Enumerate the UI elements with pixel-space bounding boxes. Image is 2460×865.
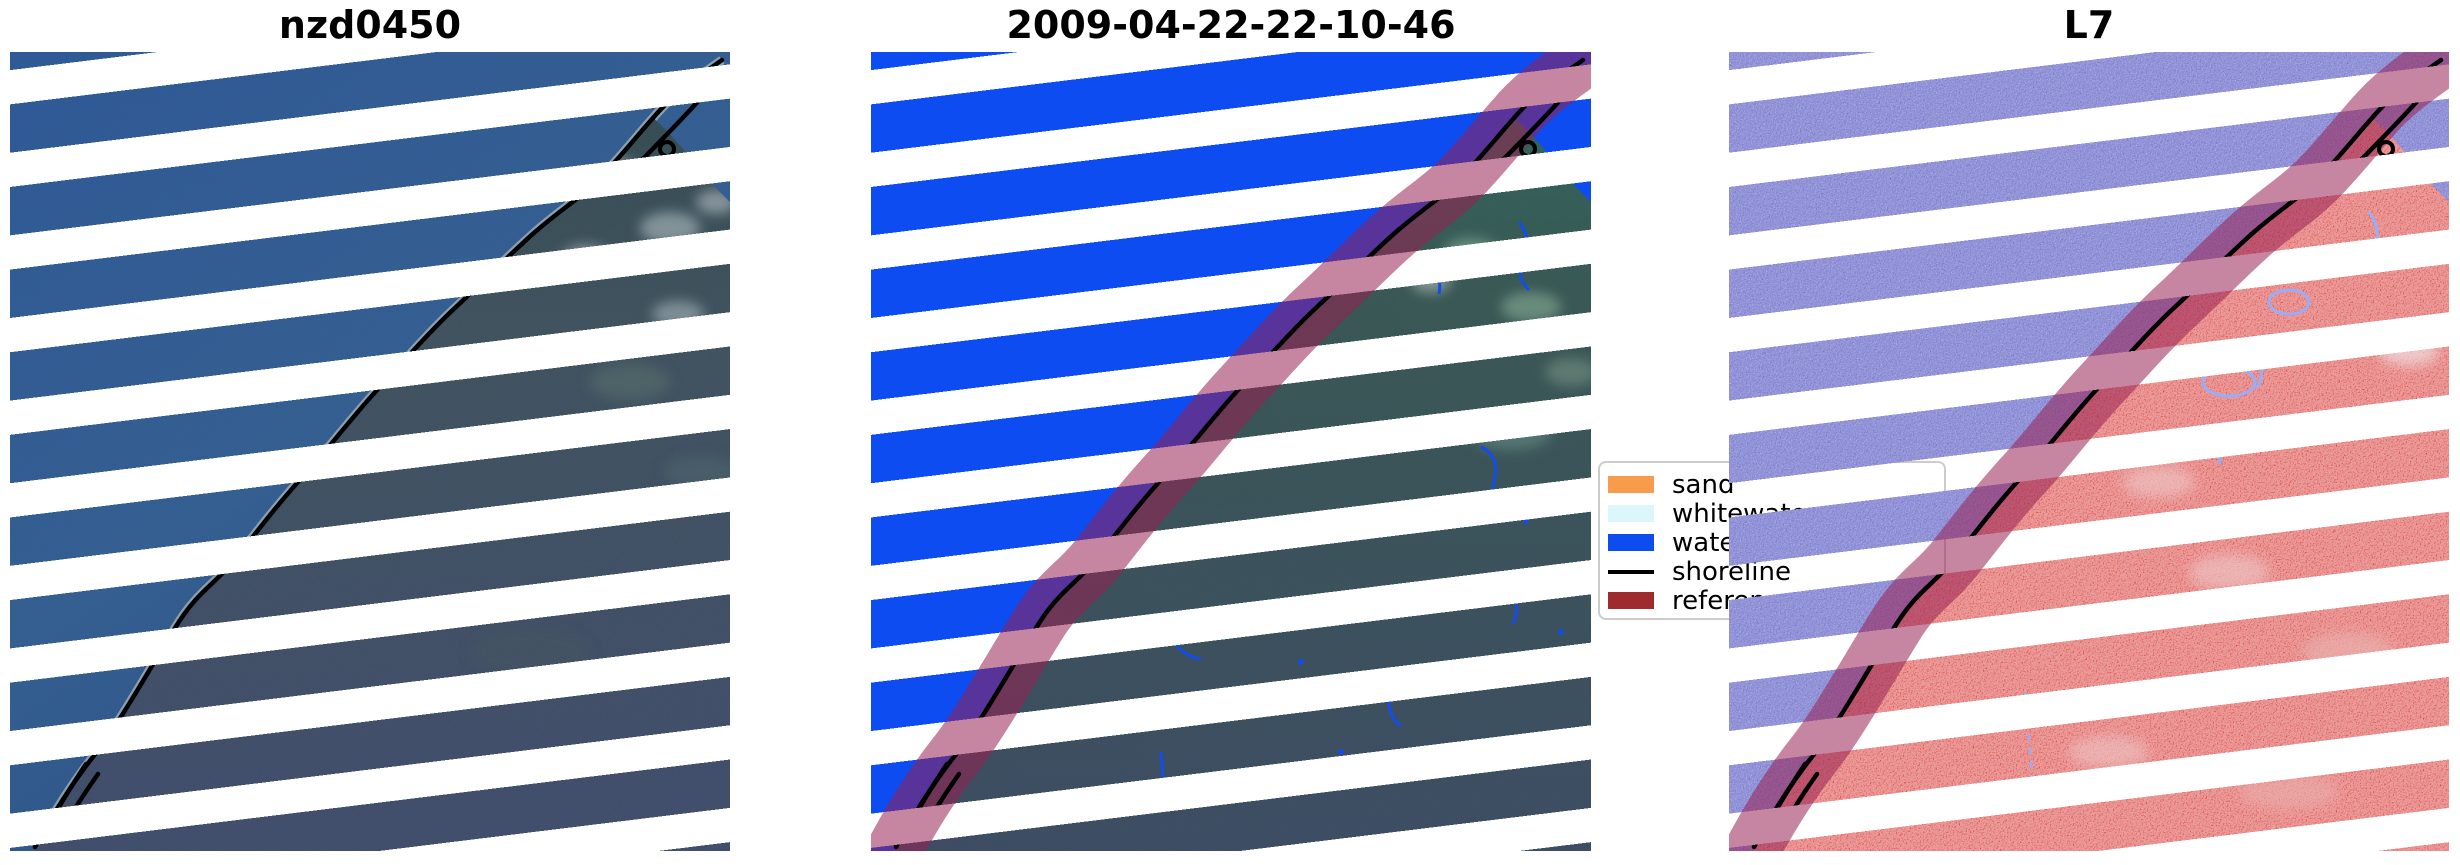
shoreline-line-swatch — [1608, 569, 1654, 574]
whitewater-swatch — [1608, 505, 1654, 522]
panel-l7-index-image — [1729, 52, 2449, 851]
panel-rgb-image — [10, 52, 730, 851]
legend-label-sand: sand — [1672, 469, 1735, 500]
detected-shoreline-line — [893, 57, 1586, 850]
legend-row-sand: sand — [1608, 469, 1944, 500]
classified-base-layer — [871, 52, 1591, 851]
rgb-shoreline-layer — [10, 52, 730, 851]
l7-shoreline-layer — [1729, 52, 2449, 851]
classified-shoreline-layer — [871, 52, 1591, 851]
panel-classified-image — [871, 52, 1591, 851]
panel-title-datetime: 2009-04-22-22-10-46 — [1006, 3, 1456, 47]
panel-title-site: nzd0450 — [278, 3, 462, 47]
water-swatch — [1608, 534, 1654, 551]
detected-shoreline-line — [32, 57, 725, 850]
reference-buffer-swatch — [1608, 592, 1654, 609]
sand-swatch — [1608, 476, 1654, 493]
panel-title-satellite: L7 — [2063, 3, 2115, 47]
rgb-base-layer — [10, 52, 730, 851]
detected-shoreline-line — [1751, 57, 2444, 850]
